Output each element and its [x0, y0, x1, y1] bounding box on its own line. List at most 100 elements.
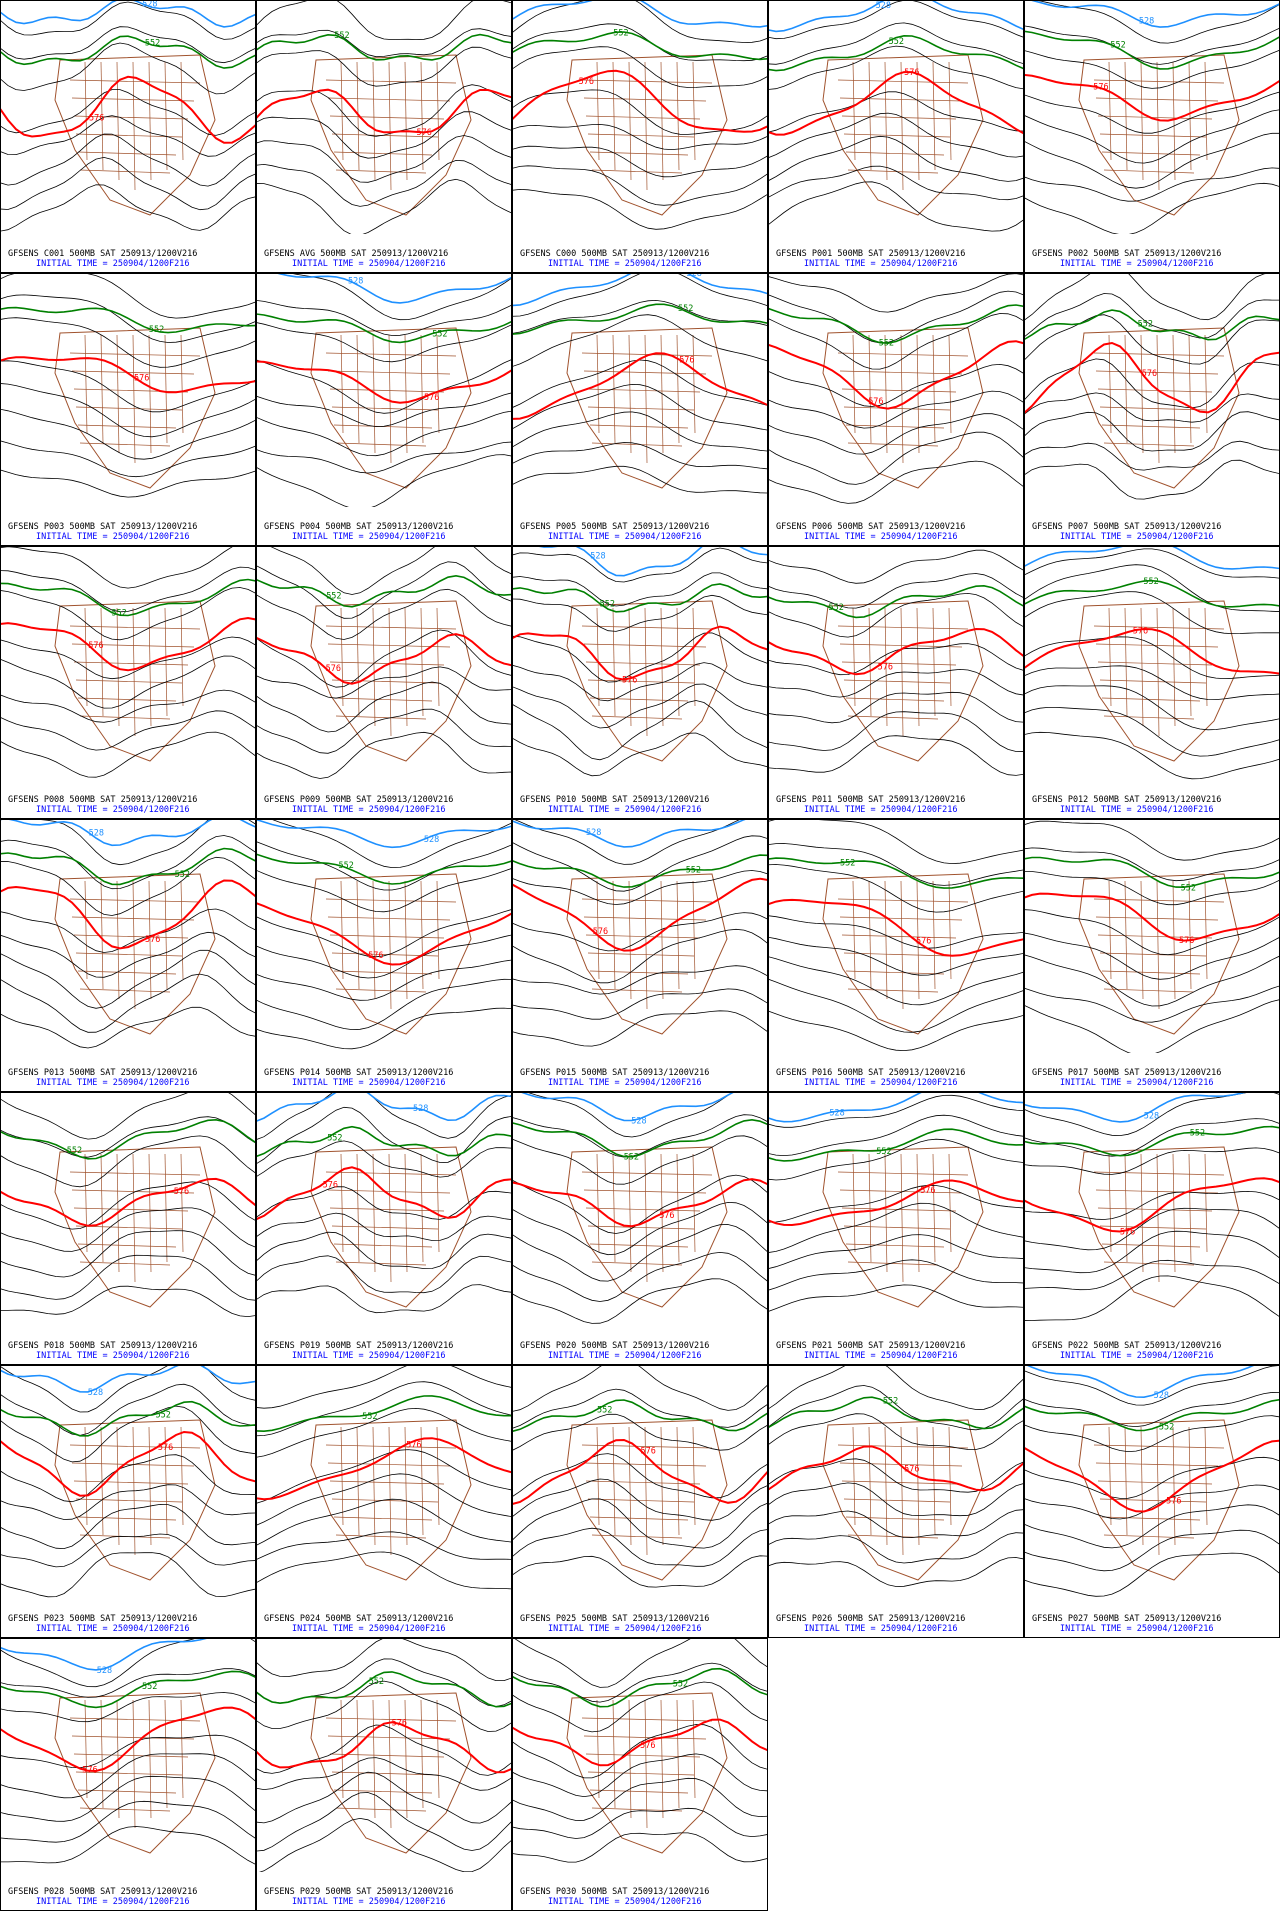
state-border: [329, 1207, 445, 1212]
height-contour: [1025, 132, 1279, 189]
contour-label: 528: [1144, 1111, 1159, 1121]
state-border: [404, 880, 408, 1000]
state-border: [325, 1444, 457, 1449]
state-border: [1140, 880, 1144, 1000]
state-border: [1103, 1534, 1195, 1539]
height-contour: [1025, 932, 1279, 980]
state-border: [1124, 61, 1128, 171]
height-contour: [513, 988, 767, 1020]
map-area: 576 552: [513, 1639, 767, 1863]
state-border: [852, 607, 856, 707]
panel-border: [256, 546, 512, 819]
key-contour: [1025, 341, 1279, 414]
height-contour: [1, 1734, 255, 1769]
coastline: [822, 1146, 984, 1308]
state-border: [148, 1153, 152, 1273]
key-contour: [513, 1667, 767, 1708]
state-border: [388, 1426, 392, 1556]
height-contour: [769, 1557, 1023, 1587]
state-border: [839, 916, 963, 921]
state-border: [333, 970, 433, 975]
contour-label: 552: [597, 1405, 612, 1415]
state-border: [164, 1153, 168, 1263]
state-border: [596, 1426, 600, 1526]
state-border: [843, 1225, 951, 1230]
height-contour: [1, 360, 255, 413]
map-panel: 576 552 528 GFSENS C000 500MB SAT 250913/12…: [512, 0, 768, 273]
map-panel: 576 552 528 GFSENS P022 500MB SAT 250913/12…: [1024, 1092, 1280, 1365]
panel-title: GFSENS P021 500MB SAT 250913/1200V216: [776, 1341, 965, 1351]
height-contour: [1025, 999, 1279, 1053]
height-contour: [257, 1473, 511, 1526]
state-border: [847, 715, 939, 720]
panel-border: [0, 819, 256, 1092]
height-contour: [513, 1555, 767, 1588]
state-border: [356, 1426, 360, 1536]
panel-border: [0, 1365, 256, 1638]
height-contour: [769, 643, 1023, 676]
height-contour: [1, 1639, 255, 1688]
state-border: [676, 880, 680, 990]
height-contour: [1025, 50, 1279, 89]
state-border: [587, 1498, 695, 1503]
height-contour: [514, 1639, 767, 1688]
panel-title: GFSENS P027 500MB SAT 250913/1200V216: [1032, 1614, 1221, 1624]
state-border: [84, 607, 88, 707]
height-contour: [257, 300, 511, 336]
initial-time: INITIAL TIME = 250904/1200F216: [292, 1351, 446, 1361]
map-area: 576 552: [769, 549, 1023, 776]
height-contour: [257, 135, 511, 183]
key-contour: [1, 1706, 255, 1773]
state-border: [77, 424, 177, 429]
state-border: [1093, 625, 1225, 630]
state-border: [116, 880, 120, 1000]
state-border: [900, 61, 904, 191]
height-contour: [513, 411, 767, 452]
key-contour: [513, 69, 767, 133]
height-contour: [1025, 591, 1279, 635]
map-area: 576 552 528: [1, 820, 255, 1049]
state-border: [843, 1498, 951, 1503]
state-border: [116, 1426, 120, 1546]
state-border: [1103, 169, 1195, 174]
state-border: [1108, 334, 1112, 434]
height-contour: [1, 1484, 255, 1520]
state-border: [692, 1153, 696, 1253]
coastline: [54, 327, 216, 489]
height-contour: [257, 1381, 511, 1437]
state-border: [335, 169, 427, 174]
contour-label: 528: [89, 829, 104, 839]
height-contour: [1, 1753, 255, 1799]
height-contour: [257, 666, 511, 699]
height-contour: [1, 115, 255, 157]
map-panel: 576 552 GFSENS P018 500MB SAT 250913/1200V…: [0, 1092, 256, 1365]
state-border: [1188, 334, 1192, 444]
state-border: [884, 1153, 888, 1273]
state-border: [180, 1426, 184, 1526]
state-border: [73, 1753, 189, 1758]
height-contour: [513, 1174, 767, 1234]
state-border: [333, 1789, 433, 1794]
state-border: [948, 1426, 952, 1526]
state-border: [1108, 1426, 1112, 1526]
state-border: [1140, 607, 1144, 727]
state-border: [884, 607, 888, 727]
contour-label: 528: [634, 0, 649, 3]
state-border: [1099, 133, 1207, 138]
state-border: [692, 607, 696, 707]
state-border: [1103, 442, 1195, 447]
height-contour: [1, 1207, 255, 1252]
height-contour: [257, 111, 511, 159]
coastline: [566, 600, 728, 762]
contour-label: 552: [1159, 1422, 1174, 1432]
coastline: [1078, 1146, 1240, 1308]
state-border: [1172, 1153, 1176, 1273]
state-border: [75, 133, 183, 138]
state-border: [73, 115, 189, 120]
state-border: [84, 61, 88, 161]
state-border: [79, 442, 171, 447]
map-panel: 576 552 GFSENS P003 500MB SAT 250913/1200V…: [0, 273, 256, 546]
state-border: [591, 1534, 683, 1539]
state-border: [581, 898, 713, 903]
initial-time: INITIAL TIME = 250904/1200F216: [292, 1897, 446, 1907]
